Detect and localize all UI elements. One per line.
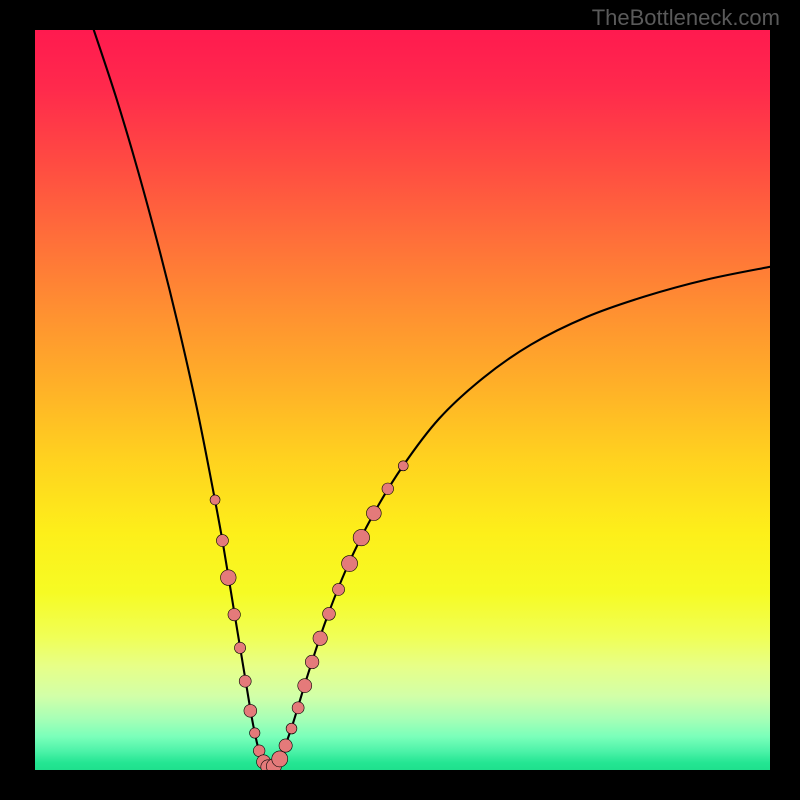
data-marker [279, 739, 292, 752]
data-marker [382, 483, 394, 495]
data-marker [313, 631, 327, 645]
data-marker [398, 461, 408, 471]
data-marker [216, 535, 228, 547]
plot-area [35, 30, 770, 770]
data-marker [272, 751, 288, 767]
data-marker [292, 702, 304, 714]
data-marker [221, 570, 237, 586]
watermark-text: TheBottleneck.com [592, 5, 780, 31]
data-marker [239, 675, 251, 687]
data-marker [286, 723, 297, 734]
data-marker [342, 556, 358, 572]
data-marker [250, 728, 260, 738]
data-marker [333, 583, 345, 595]
data-marker [244, 704, 257, 717]
data-marker [210, 495, 220, 505]
data-marker [298, 679, 312, 693]
data-marker [353, 529, 369, 545]
data-marker [305, 655, 319, 669]
curve-layer [35, 30, 770, 770]
data-marker [323, 607, 336, 620]
data-marker [234, 642, 245, 653]
bottleneck-curve [94, 30, 770, 769]
data-marker [366, 506, 381, 521]
data-marker [228, 608, 240, 620]
